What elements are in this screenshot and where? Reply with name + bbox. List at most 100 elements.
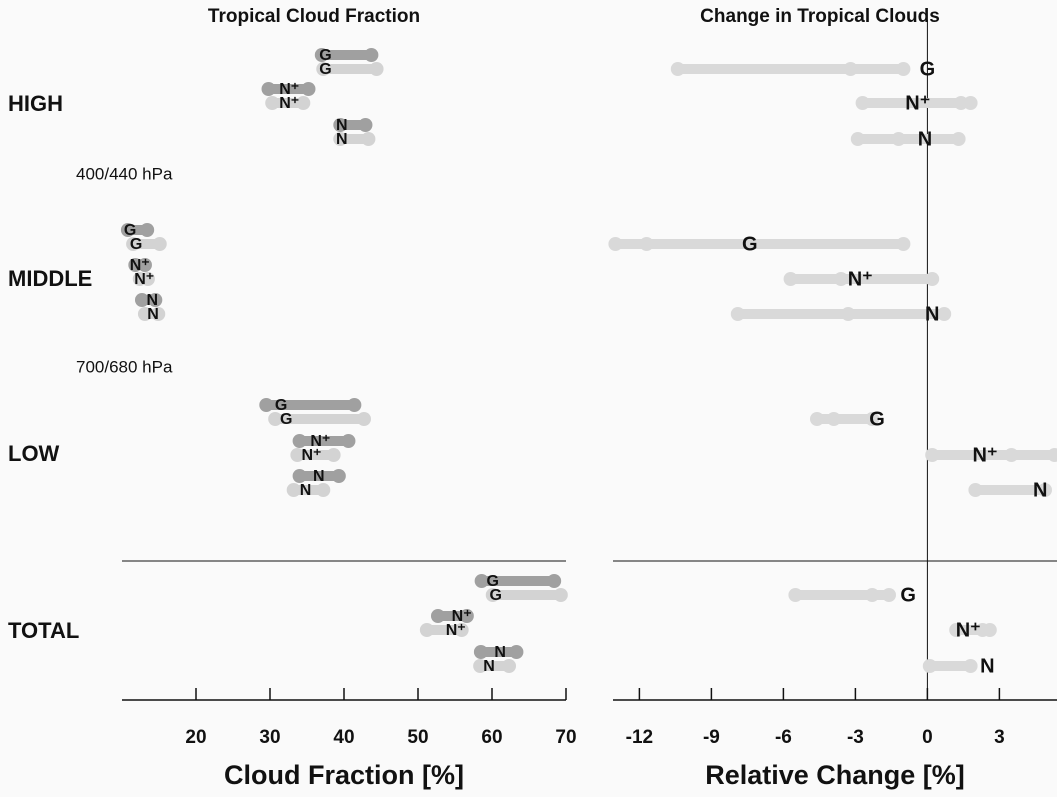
range-dot (148, 293, 163, 307)
model-marker: G (275, 397, 287, 414)
range-dot (949, 623, 964, 637)
x-tick-label: 70 (555, 727, 576, 748)
range-dot (1004, 448, 1019, 462)
range-dot (810, 412, 824, 426)
range-dot (316, 62, 331, 76)
x-axis-label: Cloud Fraction [%] (224, 760, 464, 790)
model-marker: N (483, 658, 495, 675)
model-marker: N⁺ (446, 622, 466, 639)
x-tick-label: 40 (333, 727, 354, 748)
range-dot (850, 132, 865, 146)
range-dot (826, 412, 841, 426)
model-marker: N (336, 131, 348, 148)
range-dot (951, 132, 966, 146)
model-marker: N (494, 644, 506, 661)
range-dot (140, 223, 155, 237)
range-dot (454, 623, 469, 637)
range-dot (547, 574, 562, 588)
range-dot (314, 48, 329, 62)
model-marker: N⁺ (134, 271, 154, 288)
range-dot (286, 483, 301, 497)
model-marker: N⁺ (452, 608, 472, 625)
range-dot (333, 118, 348, 132)
x-tick-label: 0 (922, 727, 933, 748)
model-marker: N⁺ (905, 92, 930, 114)
range-dot (120, 223, 135, 237)
range-dot (639, 237, 654, 251)
range-dot (834, 272, 848, 286)
range-dot (882, 588, 896, 602)
range-dot (151, 307, 166, 321)
model-marker: N⁺ (301, 447, 321, 464)
model-marker: G (487, 573, 499, 590)
model-marker: N⁺ (130, 257, 150, 274)
model-marker: N (980, 655, 994, 677)
group-label: HIGH (8, 91, 63, 116)
range-dot (356, 412, 371, 426)
range-dot (963, 96, 978, 110)
range-dot (1038, 483, 1052, 497)
range-dot (788, 588, 803, 602)
range-dot (316, 483, 331, 497)
range-dot (891, 132, 906, 146)
range-dot (968, 483, 983, 497)
range-dot (553, 588, 568, 602)
range-dot (419, 623, 434, 637)
group-label: LOW (8, 441, 60, 466)
range-dot (152, 237, 167, 251)
range-dot (954, 96, 968, 110)
range-dot (865, 412, 880, 426)
model-marker: G (280, 411, 292, 428)
level-label: 700/680 hPa (76, 357, 173, 376)
range-dot (128, 258, 143, 272)
model-marker: G (319, 47, 331, 64)
range-dot (459, 609, 474, 623)
range-dot (137, 258, 152, 272)
range-dot (290, 448, 305, 462)
range-dot (730, 307, 745, 321)
model-marker: N (336, 117, 348, 134)
range-dot (296, 96, 311, 110)
x-tick-label: 3 (994, 727, 1005, 748)
range-dot (134, 293, 149, 307)
model-marker: N⁺ (848, 268, 873, 290)
range-dot (963, 659, 978, 673)
range-dot (326, 448, 341, 462)
range-dot (126, 237, 141, 251)
range-dot (474, 574, 489, 588)
model-marker: N (147, 306, 159, 323)
range-dot (1047, 448, 1057, 462)
model-marker: N (925, 303, 939, 325)
range-dot (843, 62, 858, 76)
model-marker: G (124, 222, 136, 239)
range-dot (485, 588, 500, 602)
model-marker: G (742, 233, 758, 255)
x-tick-label: 20 (185, 727, 206, 748)
x-tick-label: -9 (703, 727, 720, 748)
x-tick-label: 30 (259, 727, 280, 748)
x-tick-label: -3 (847, 727, 864, 748)
panel-title: Change in Tropical Clouds (700, 6, 940, 27)
range-dot (502, 659, 517, 673)
x-tick-label: 50 (407, 727, 428, 748)
model-marker: N⁺ (279, 81, 299, 98)
range-dot (982, 623, 997, 637)
range-dot (925, 448, 940, 462)
range-dot (922, 659, 937, 673)
x-tick-label: -6 (775, 727, 792, 748)
range-dot (865, 588, 880, 602)
range-dot (265, 96, 280, 110)
model-marker: N (313, 468, 325, 485)
model-marker: G (900, 584, 916, 606)
range-dot (608, 237, 623, 251)
model-marker: G (130, 236, 142, 253)
range-dot (137, 307, 152, 321)
group-label: MIDDLE (8, 266, 92, 291)
group-label: TOTAL (8, 618, 79, 643)
range-dot (347, 398, 362, 412)
model-marker: G (489, 587, 501, 604)
range-dot (473, 645, 488, 659)
range-dot (896, 237, 911, 251)
range-dot (509, 645, 524, 659)
